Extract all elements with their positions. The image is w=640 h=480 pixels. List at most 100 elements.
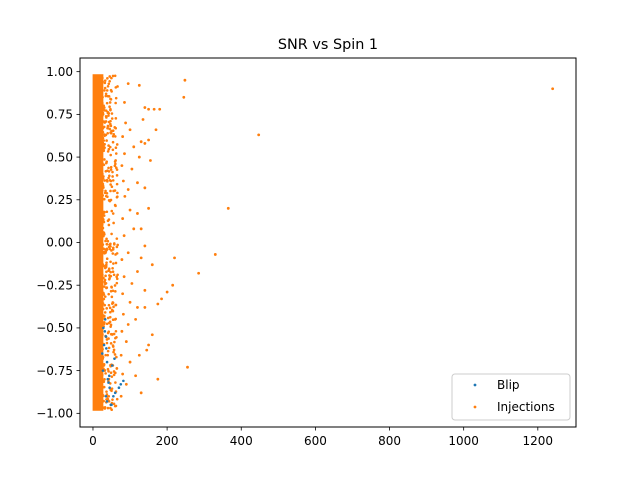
legend-box	[451, 373, 571, 421]
injections-point	[102, 197, 106, 201]
injections-point	[107, 370, 110, 373]
injections-point	[111, 398, 114, 401]
injections-point	[103, 311, 107, 314]
injections-point	[111, 175, 114, 178]
injections-point	[108, 79, 111, 83]
blip-point	[106, 377, 110, 381]
injections-point	[111, 179, 115, 182]
injections-point	[102, 211, 105, 215]
injections-point	[126, 323, 130, 326]
injections-point	[105, 192, 109, 195]
injections-point	[100, 249, 104, 253]
injections-point	[101, 136, 105, 140]
injections-point	[126, 82, 130, 86]
injections-point	[108, 101, 112, 104]
injections-point	[123, 101, 126, 104]
injections-point	[103, 79, 107, 82]
injections-point	[101, 111, 104, 115]
injections-point	[156, 302, 160, 306]
injections-point	[110, 117, 114, 120]
injections-point	[150, 263, 154, 267]
injections-point	[112, 221, 115, 225]
injections-point	[109, 332, 113, 336]
injections-point	[128, 300, 132, 304]
injections-point	[115, 367, 119, 370]
injections-point	[104, 114, 108, 118]
injections-point	[104, 161, 108, 165]
injections-point	[158, 107, 162, 111]
injections-point	[126, 251, 130, 255]
injections-point	[105, 257, 109, 261]
y-tick-label: −1.00	[36, 407, 73, 421]
injections-point	[104, 239, 107, 243]
injections-point	[109, 153, 113, 157]
injections-point	[109, 189, 112, 193]
injections-point	[119, 353, 123, 357]
injections-point	[114, 371, 117, 375]
injections-point	[182, 95, 186, 99]
y-tick-label: 0.75	[46, 108, 73, 122]
injections-point	[103, 158, 106, 161]
injections-point	[113, 160, 117, 163]
injections-point	[107, 95, 111, 98]
injections-point	[111, 212, 115, 215]
injections-point	[112, 132, 116, 136]
injections-point	[109, 168, 113, 171]
blip-point	[105, 347, 108, 350]
injections-point	[101, 101, 104, 105]
injections-point	[108, 75, 112, 78]
injections-point	[106, 353, 110, 357]
injections-point	[136, 212, 139, 215]
blip-series	[100, 318, 125, 407]
injections-point	[171, 283, 175, 287]
injections-point	[112, 332, 116, 336]
injections-point	[113, 353, 117, 356]
injections-point	[102, 385, 106, 389]
injections-point	[101, 406, 105, 409]
injections-point	[183, 78, 187, 82]
injections-point	[110, 408, 113, 411]
injections-point	[115, 281, 119, 285]
injections-point	[143, 288, 147, 292]
injections-point	[110, 375, 114, 378]
injections-point	[105, 338, 109, 341]
injections-point	[107, 292, 111, 296]
x-tick-label: 400	[230, 434, 253, 448]
injections-point	[106, 219, 110, 223]
injections-point	[106, 367, 110, 371]
injections-point	[108, 105, 111, 108]
injections-point	[101, 182, 105, 186]
injections-point	[114, 117, 118, 120]
chart-title: SNR vs Spin 1	[278, 37, 378, 53]
injections-point	[111, 252, 115, 255]
injections-point	[113, 340, 116, 344]
injections-point	[128, 360, 132, 364]
injections-point	[100, 386, 104, 390]
blip-point	[103, 318, 107, 321]
blip-point	[110, 364, 114, 367]
injections-point	[106, 406, 110, 410]
injections-point	[109, 107, 112, 111]
injections-point	[136, 270, 139, 273]
blip-point	[119, 382, 123, 386]
injections-point	[114, 126, 118, 130]
injections-point	[121, 292, 125, 296]
injections-point	[109, 88, 113, 92]
injections-point	[173, 256, 176, 260]
injections-point	[104, 274, 107, 278]
injections-point	[104, 169, 108, 173]
injections-point	[114, 253, 117, 256]
injections-point	[101, 114, 104, 117]
legend: Blip Injections	[451, 373, 571, 421]
injections-point	[113, 284, 117, 287]
injections-point	[130, 167, 134, 171]
injections-point	[108, 174, 111, 178]
injections-point	[107, 267, 111, 271]
injections-point	[103, 109, 106, 112]
injections-point	[150, 333, 154, 337]
injections-point	[115, 355, 118, 359]
injections-point	[101, 130, 105, 134]
injections-point	[107, 147, 111, 151]
injections-point	[100, 305, 104, 309]
injections-point	[102, 380, 106, 384]
